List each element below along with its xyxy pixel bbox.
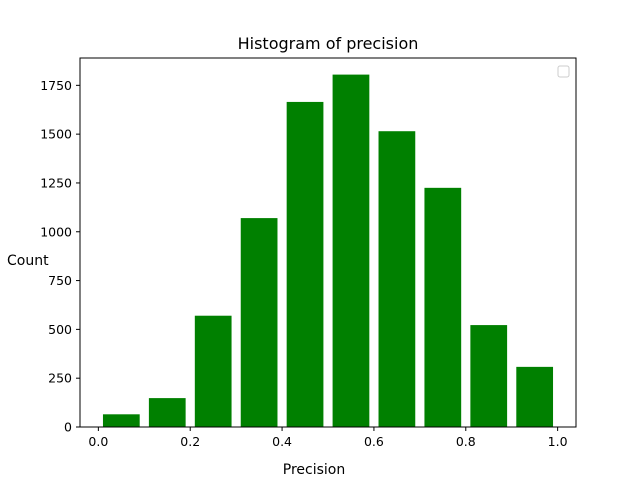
bar-1 (148, 398, 186, 427)
bars-group (102, 74, 554, 427)
x-tick-label: 0.4 (272, 434, 292, 449)
x-tick-label: 0.8 (456, 434, 476, 449)
y-axis-label: Count (7, 253, 49, 269)
y-tick-label: 1000 (40, 224, 72, 239)
bar-0 (102, 414, 140, 427)
x-axis-label: Precision (283, 462, 345, 478)
bar-5 (332, 74, 370, 427)
y-tick-label: 1750 (40, 78, 72, 93)
chart-title: Histogram of precision (238, 34, 419, 53)
y-ticks: 0 250 500 750 1000 1250 1500 1750 (40, 78, 80, 435)
y-tick-label: 1250 (40, 175, 72, 190)
x-tick-label: 1.0 (548, 434, 568, 449)
y-tick-label: 0 (64, 420, 72, 435)
x-ticks: 0.0 0.2 0.4 0.6 0.8 1.0 (88, 427, 568, 449)
plot-frame (79, 57, 577, 428)
bar-4 (286, 101, 324, 427)
bar-8 (470, 325, 508, 427)
bar-7 (424, 187, 462, 427)
legend-box (557, 65, 570, 78)
y-tick-label: 250 (48, 371, 72, 386)
bar-3 (240, 218, 278, 427)
y-tick-label: 750 (48, 273, 72, 288)
bar-6 (378, 131, 416, 427)
bar-2 (194, 315, 232, 427)
y-tick-label: 500 (48, 322, 72, 337)
x-tick-label: 0.2 (180, 434, 200, 449)
bar-9 (516, 366, 554, 427)
y-tick-label: 1500 (40, 127, 72, 142)
x-tick-label: 0.0 (88, 434, 108, 449)
x-tick-label: 0.6 (364, 434, 384, 449)
